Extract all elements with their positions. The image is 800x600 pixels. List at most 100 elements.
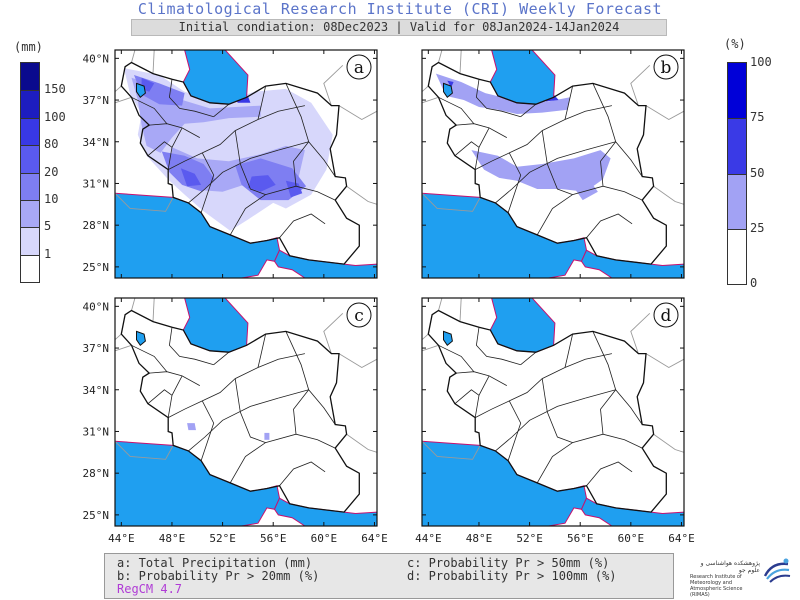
province-border: [495, 397, 586, 452]
lon-label: 60°E: [311, 532, 338, 545]
province-border: [278, 389, 309, 399]
province-border: [257, 86, 266, 120]
country-border: [115, 333, 122, 341]
province-border: [507, 400, 522, 461]
colorbar-segment: [21, 117, 39, 146]
country-border: [630, 312, 651, 354]
map-panel-b: b: [421, 49, 685, 279]
country-border: [653, 185, 684, 205]
lake-urmia: [136, 82, 146, 99]
province-border: [520, 103, 537, 118]
colorbar-label: 1: [44, 246, 52, 261]
province-border: [438, 344, 475, 372]
province-border: [168, 353, 305, 418]
country-border: [115, 96, 132, 104]
logo-text-fa: پژوهشکده هواشناسی و علوم جو: [700, 560, 760, 574]
colorbar-segment: [21, 63, 39, 91]
country-border: [346, 433, 377, 453]
precip-contour: [285, 180, 303, 198]
map-panel-a: a 40°N 37°N 34°N 31°N 28°N 25°N: [83, 49, 378, 279]
legend-box: a: Total Precipitation (mm) b: Probabili…: [104, 553, 674, 599]
country-border: [422, 96, 439, 104]
country-border: [653, 433, 684, 453]
iran-border: [120, 309, 360, 513]
panel-label-circle: [346, 54, 372, 80]
country-border: [131, 298, 136, 311]
province-border: [200, 152, 215, 213]
colorbar-label: 5: [44, 219, 52, 234]
colorbar-label: 20: [44, 164, 59, 179]
colorbar-label: 100: [750, 55, 772, 69]
country-border: [459, 50, 462, 74]
lat-label: 34°N: [83, 136, 110, 149]
country-border: [131, 50, 136, 63]
country-border: [630, 64, 651, 106]
country-border: [338, 105, 377, 121]
panel-label-circle: [653, 54, 679, 80]
country-border: [115, 85, 122, 93]
province-border: [213, 103, 230, 118]
country-border: [323, 64, 344, 106]
panel-frame: [421, 297, 685, 527]
prob-colorbar-box: [727, 62, 747, 285]
lat-label: 31°N: [83, 425, 110, 438]
province-border: [293, 389, 310, 435]
precip-contour: [247, 175, 276, 192]
country-border: [346, 185, 377, 205]
lat-label: 40°N: [83, 300, 110, 313]
panel-letter: a: [354, 58, 364, 78]
province-border: [149, 371, 200, 386]
lon-label: 44°E: [415, 532, 442, 545]
precip-contour: [570, 177, 598, 201]
rimas-logo-icon: [763, 558, 791, 583]
iran-border: [427, 61, 667, 265]
lon-label: 48°E: [159, 532, 186, 545]
lat-label: 31°N: [83, 177, 110, 190]
colorbar-segment: [728, 173, 746, 229]
lake-urmia: [136, 330, 146, 347]
province-border: [131, 96, 168, 124]
prob-colorbar-unit: (%): [724, 37, 746, 51]
colorbar-label: 25: [750, 220, 765, 235]
province-border: [188, 149, 279, 204]
province-border: [475, 79, 521, 118]
lon-label: 56°E: [260, 532, 287, 545]
lat-label: 40°N: [83, 52, 110, 65]
country-border: [323, 312, 344, 354]
province-border: [200, 400, 215, 461]
province-border: [564, 334, 573, 368]
province-border: [495, 149, 586, 204]
province-border: [475, 353, 612, 418]
country-border: [115, 440, 174, 460]
country-border: [422, 192, 481, 212]
country-border: [438, 50, 443, 63]
model-name: RegCM 4.7: [117, 582, 183, 596]
panel-label-circle: [653, 302, 679, 328]
country-border: [338, 353, 377, 369]
iran-border: [120, 61, 360, 265]
map-panel-d: d 44°E 48°E 52°E 56°E 60°E 64°E: [415, 297, 695, 545]
province-border: [168, 79, 214, 118]
logo-text-en: Research Institute of Meteorology and At…: [690, 574, 743, 598]
legend-b: b: Probability Pr > 20mm (%): [117, 569, 320, 583]
province-border: [536, 185, 643, 236]
colorbar-segment: [728, 228, 746, 284]
lat-label: 25°N: [83, 261, 110, 274]
precip-colorbar-box: [20, 62, 40, 283]
colorbar-label: 100: [44, 109, 66, 124]
province-border: [456, 123, 507, 138]
country-border: [152, 50, 155, 74]
colorbar-segment: [21, 90, 39, 118]
panel-letter: d: [661, 306, 672, 326]
lat-label: 28°N: [83, 467, 110, 480]
province-border: [293, 141, 310, 187]
precip-contour: [180, 168, 202, 187]
province-border: [586, 461, 633, 486]
lon-label: 64°E: [361, 532, 388, 545]
forecast-title: Climatological Research Institute (CRI) …: [137, 0, 663, 18]
province-border: [520, 351, 537, 366]
lon-label: 52°E: [516, 532, 543, 545]
colorbar-segment: [21, 199, 39, 228]
province-border: [507, 152, 522, 213]
